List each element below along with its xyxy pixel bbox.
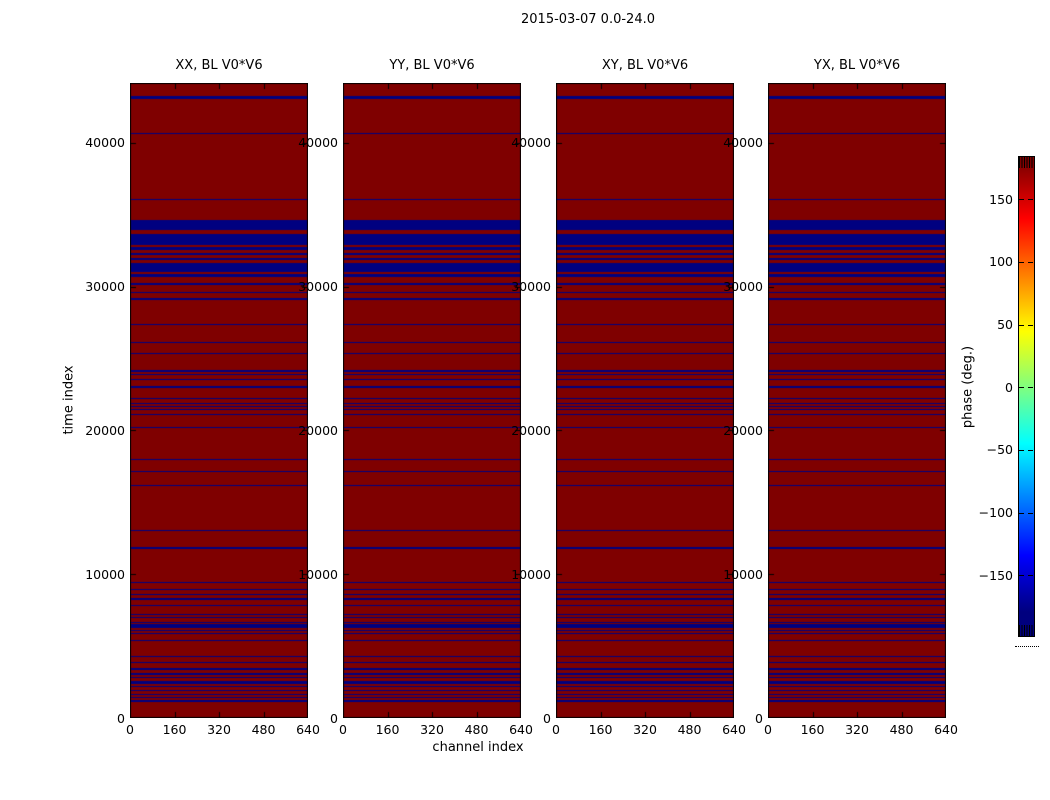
x-tick-label: 0 — [764, 722, 772, 737]
panel-title-yx: YX, BL V0*V6 — [813, 58, 901, 73]
colorbar-dotted-line — [1015, 646, 1039, 647]
colorbar — [1018, 156, 1035, 637]
colorbar-tick-mark — [1028, 450, 1033, 451]
y-tick-label: 40000 — [85, 135, 125, 151]
y-tick-label: 20000 — [723, 422, 763, 438]
x-tick-label: 0 — [552, 722, 560, 737]
heatmap-panel-xx — [130, 83, 308, 718]
x-tick-label: 480 — [464, 722, 489, 737]
colorbar-tick-label: 0 — [1005, 379, 1013, 395]
x-tick-label: 640 — [296, 722, 320, 737]
colorbar-tick-mark — [1019, 325, 1024, 326]
colorbar-tick-label: 150 — [989, 191, 1013, 207]
colorbar-tick-mark — [1028, 387, 1033, 388]
y-tick-label: 0 — [117, 710, 125, 726]
y-tick-label: 10000 — [723, 566, 763, 582]
y-tick-label: 40000 — [511, 135, 551, 151]
panel-title-xy: XY, BL V0*V6 — [601, 58, 689, 73]
colorbar-tick-mark — [1019, 262, 1024, 263]
x-tick-label: 0 — [126, 722, 134, 737]
y-tick-label: 30000 — [723, 279, 763, 295]
heatmap-panel-yx — [768, 83, 946, 718]
panel-title-yy: YY, BL V0*V6 — [389, 58, 475, 73]
y-tick-label: 10000 — [298, 566, 338, 582]
x-tick-label: 160 — [162, 722, 187, 737]
colorbar-tick-mark — [1019, 450, 1024, 451]
y-tick-label: 20000 — [511, 422, 551, 438]
colorbar-tick-mark — [1019, 575, 1024, 576]
y-tick-label: 0 — [755, 710, 763, 726]
x-tick-label: 640 — [722, 722, 746, 737]
x-tick-label: 160 — [375, 722, 400, 737]
colorbar-tick-mark — [1028, 325, 1033, 326]
colorbar-tick-label: 50 — [997, 317, 1013, 333]
colorbar-tick-label: −50 — [986, 442, 1013, 458]
y-tick-label: 20000 — [85, 422, 125, 438]
x-tick-label: 320 — [420, 722, 444, 737]
y-tick-label: 0 — [543, 710, 551, 726]
x-tick-label: 320 — [207, 722, 231, 737]
colorbar-tick-mark — [1028, 513, 1033, 514]
y-tick-label: 30000 — [85, 279, 125, 295]
y-tick-label: 0 — [330, 710, 338, 726]
colorbar-top-hatch — [1019, 157, 1034, 168]
colorbar-tick-label: −100 — [978, 505, 1013, 521]
figure-suptitle: 2015-03-07 0.0-24.0 — [521, 12, 655, 27]
x-tick-label: 320 — [633, 722, 657, 737]
colorbar-tick-mark — [1028, 262, 1033, 263]
colorbar-tick-label: −150 — [978, 567, 1013, 583]
y-tick-label: 10000 — [85, 566, 125, 582]
y-tick-label: 40000 — [298, 135, 338, 151]
colorbar-bottom-hatch — [1019, 625, 1034, 636]
x-tick-label: 480 — [889, 722, 914, 737]
x-tick-label: 480 — [251, 722, 276, 737]
x-tick-label: 320 — [845, 722, 869, 737]
x-tick-label: 160 — [588, 722, 613, 737]
x-axis-label: channel index — [432, 740, 524, 755]
colorbar-tick-mark — [1028, 575, 1033, 576]
colorbar-tick-mark — [1028, 199, 1033, 200]
y-tick-label: 20000 — [298, 422, 338, 438]
x-tick-label: 640 — [934, 722, 958, 737]
x-tick-label: 160 — [800, 722, 825, 737]
heatmap-panel-xy — [556, 83, 734, 718]
heatmap-panel-yy — [343, 83, 521, 718]
y-tick-label: 30000 — [511, 279, 551, 295]
y-tick-label: 10000 — [511, 566, 551, 582]
x-tick-label: 640 — [509, 722, 533, 737]
panel-title-xx: XX, BL V0*V6 — [175, 58, 263, 73]
x-tick-label: 480 — [677, 722, 702, 737]
colorbar-tick-mark — [1019, 387, 1024, 388]
y-tick-label: 30000 — [298, 279, 338, 295]
colorbar-tick-label: 100 — [989, 254, 1013, 270]
x-tick-label: 0 — [339, 722, 347, 737]
y-tick-label: 40000 — [723, 135, 763, 151]
colorbar-tick-mark — [1019, 513, 1024, 514]
colorbar-tick-mark — [1019, 199, 1024, 200]
